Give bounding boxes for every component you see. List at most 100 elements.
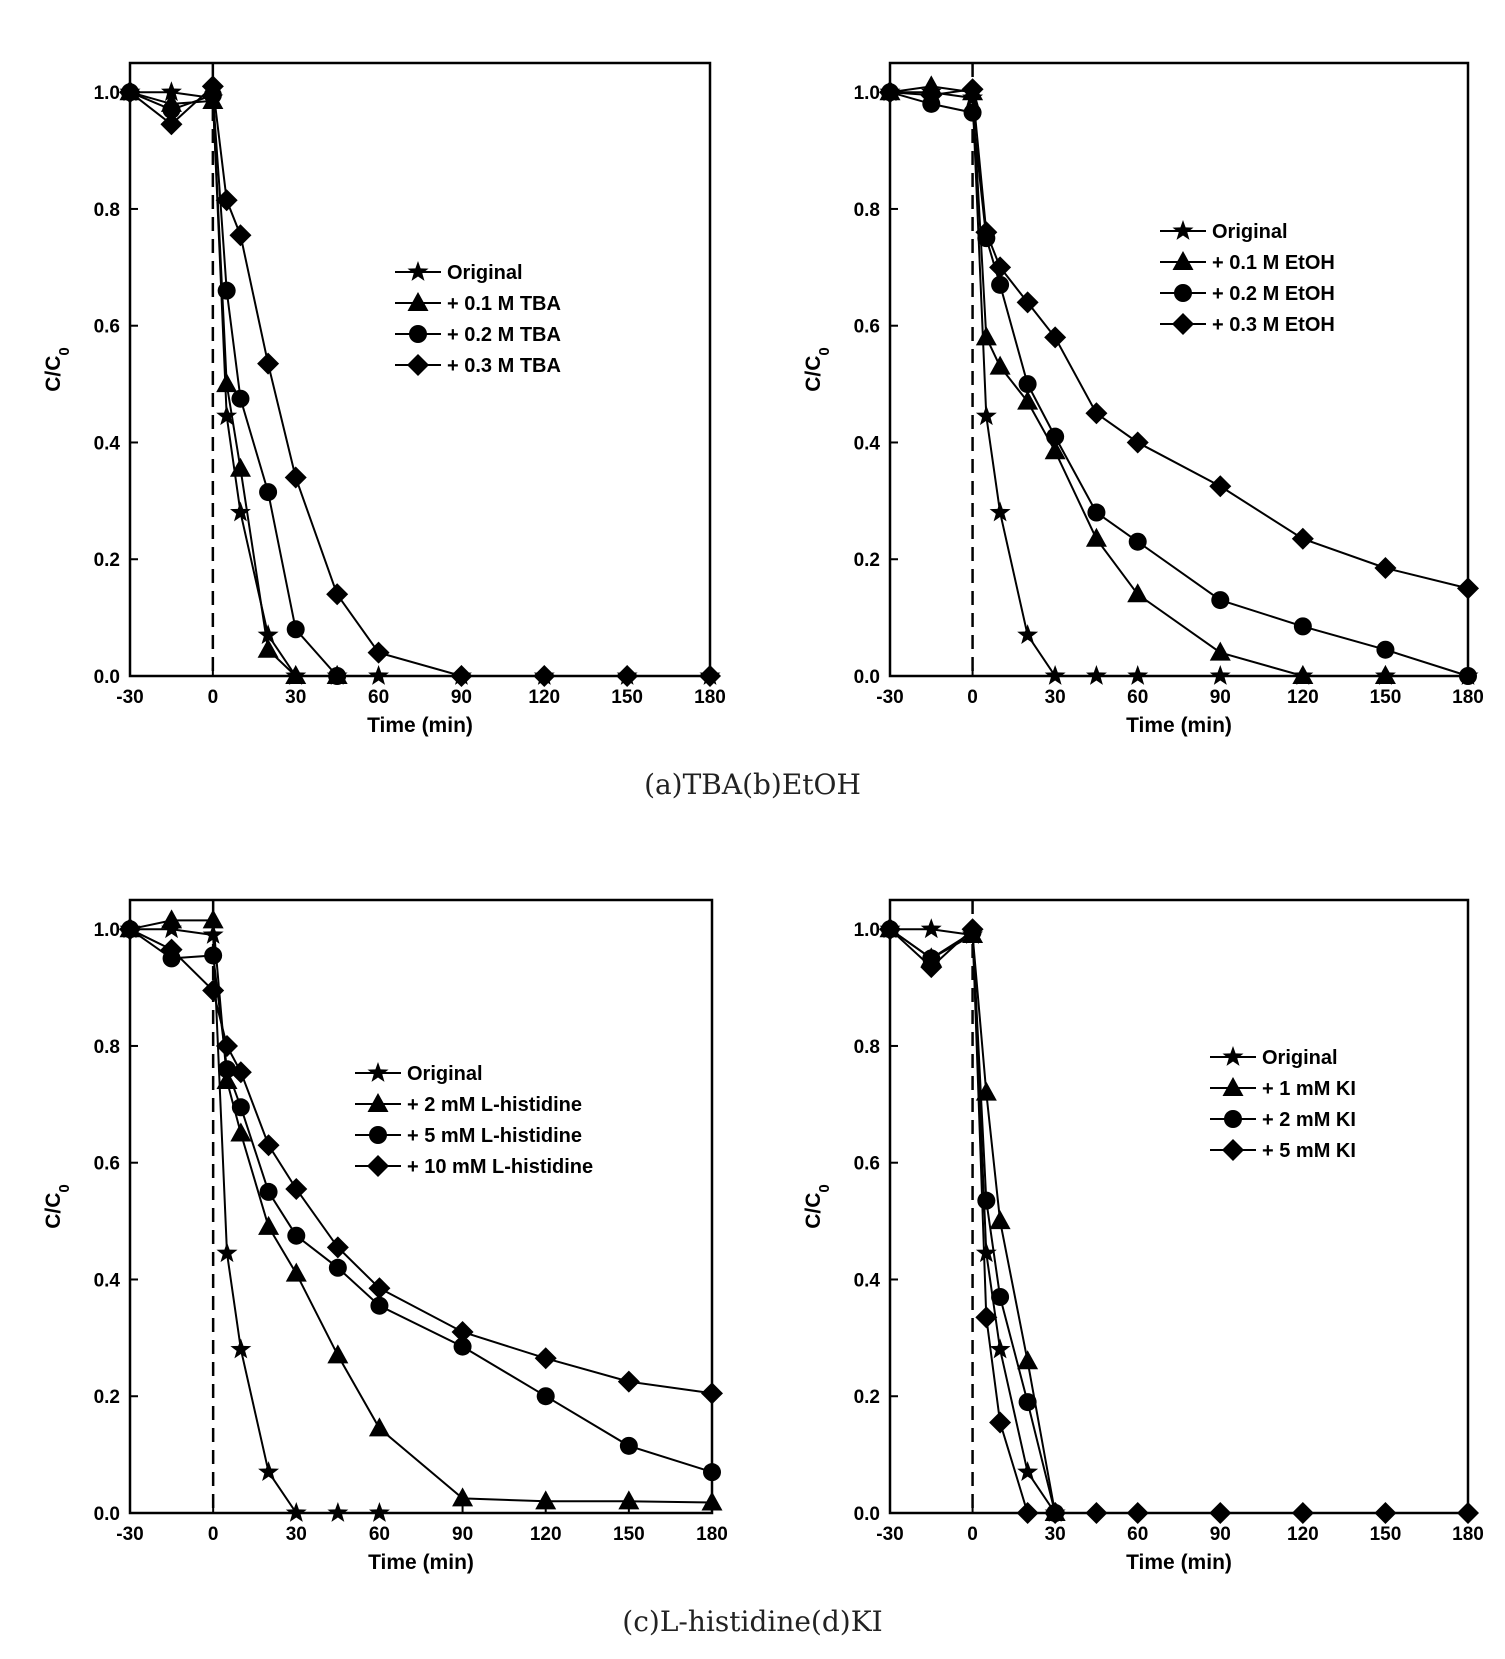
x-tick-label: 180 (1452, 687, 1484, 708)
data-point-circle (991, 275, 1010, 294)
data-point-diamond (451, 1321, 474, 1344)
data-point-star (975, 405, 997, 426)
legend-label: + 1 mM KI (1262, 1078, 1356, 1100)
data-point-circle (536, 1387, 555, 1406)
data-point-diamond (920, 84, 943, 107)
data-point-diamond (285, 1177, 308, 1200)
data-point-diamond (1291, 1502, 1314, 1524)
data-point-diamond (1085, 1502, 1108, 1524)
data-point-circle (328, 1258, 347, 1277)
x-tick-label: 60 (1127, 687, 1148, 708)
y-tick-label: 0.4 (94, 1270, 121, 1291)
y-tick-label: 0.4 (854, 1270, 881, 1291)
series-diamond (119, 918, 723, 1405)
legend-label: Original (1262, 1047, 1338, 1069)
legend-marker-diamond (1222, 1139, 1244, 1161)
legend-label: + 0.3 M EtOH (1212, 314, 1335, 336)
legend-label: + 10 mM L-histidine (407, 1156, 593, 1178)
legend-marker-diamond (407, 354, 429, 376)
data-point-diamond (1016, 1502, 1039, 1524)
x-tick-label: 150 (611, 687, 643, 708)
x-tick-label: 180 (694, 687, 726, 708)
x-axis-label: Time (min) (1126, 714, 1232, 737)
y-tick-label: 0.8 (94, 200, 120, 221)
data-point-diamond (961, 918, 984, 941)
x-tick-label: 180 (1452, 1524, 1484, 1545)
x-tick-label: 30 (286, 1524, 307, 1545)
data-point-triangle (1085, 527, 1107, 547)
data-point-triangle (701, 1491, 723, 1511)
data-point-circle (1046, 427, 1065, 446)
x-tick-label: 120 (528, 687, 560, 708)
data-point-triangle (975, 326, 997, 346)
data-point-diamond (326, 1236, 349, 1259)
legend-label: + 0.1 M TBA (447, 293, 561, 315)
y-tick-label: 1.0 (94, 83, 120, 104)
series-diamond (879, 918, 1479, 1524)
data-point-triangle (258, 1215, 280, 1235)
y-tick-label: 0.4 (854, 433, 881, 454)
data-point-circle (1211, 591, 1230, 610)
data-point-triangle (202, 909, 224, 929)
y-tick-label: 0.2 (854, 550, 880, 571)
data-point-diamond (989, 1411, 1012, 1434)
legend-marker-circle (369, 1126, 387, 1144)
y-tick-label: 1.0 (854, 83, 880, 104)
y-tick-label: 0.0 (94, 1504, 120, 1525)
y-tick-label: 0.8 (854, 200, 880, 221)
data-point-diamond (216, 1034, 238, 1057)
data-point-diamond (215, 189, 238, 212)
x-tick-label: 120 (1287, 1524, 1319, 1545)
series-circle (881, 83, 1477, 685)
data-point-star (1017, 1461, 1039, 1481)
series-triangle (119, 909, 723, 1511)
x-tick-label: -30 (876, 1524, 903, 1545)
series-diamond (879, 78, 1479, 600)
legend: Original + 1 mM KI + 2 mM KI + 5 mM KI (1210, 1046, 1356, 1162)
data-point-circle (217, 281, 236, 300)
chart-a: -30 0 30 60 90 120 150 180 0.0 0.2 0.4 0.6 0.8 1.0 Tim… (42, 61, 726, 737)
data-point-diamond (1209, 1502, 1232, 1524)
y-axis-label: C/C0 (802, 1184, 833, 1229)
data-point-circle (231, 389, 250, 408)
data-point-circle (286, 620, 305, 639)
data-point-diamond (1457, 1502, 1479, 1524)
legend-label: + 5 mM KI (1262, 1140, 1356, 1162)
data-point-circle (259, 1182, 278, 1201)
y-axis-label: C/C0 (42, 347, 73, 392)
data-point-circle (1459, 667, 1477, 685)
x-tick-label: 0 (967, 1524, 978, 1545)
data-point-star (327, 1502, 349, 1522)
data-point-circle (977, 1191, 996, 1210)
x-tick-label: 90 (452, 1524, 473, 1545)
data-point-circle (703, 1463, 721, 1482)
plot-frame (128, 898, 714, 1515)
legend-marker-circle (1174, 284, 1192, 302)
data-point-star (989, 1338, 1011, 1359)
series-circle (121, 920, 721, 1482)
legend-label: Original (1212, 221, 1288, 243)
x-tick-label: 60 (1127, 1524, 1148, 1545)
legend-marker-triangle (1172, 251, 1194, 270)
data-point-diamond (160, 113, 183, 136)
data-point-star (975, 1242, 997, 1263)
data-point-triangle (1374, 665, 1396, 684)
x-tick-label: -30 (876, 687, 903, 708)
data-point-triangle (161, 909, 183, 929)
data-point-star (161, 81, 182, 102)
data-point-diamond (1291, 527, 1314, 550)
chart-b: -30 0 30 60 90 120 150 180 0.0 0.2 0.4 0.6 0.8 1.0 Tim… (802, 61, 1484, 737)
data-point-triangle (1209, 641, 1231, 661)
legend-label: + 2 mM KI (1262, 1109, 1356, 1131)
y-tick-label: 0.2 (854, 1387, 880, 1408)
data-point-diamond (202, 979, 225, 1002)
x-axis-label: Time (min) (367, 714, 473, 737)
legend-label: + 0.2 M EtOH (1212, 283, 1335, 305)
data-point-circle (1018, 1393, 1037, 1412)
legend-marker-triangle (407, 292, 429, 311)
x-tick-label: 30 (285, 687, 306, 708)
series-triangle (879, 75, 1396, 684)
data-point-diamond (699, 665, 721, 687)
data-point-diamond (1016, 291, 1039, 314)
series-line (129, 91, 338, 677)
